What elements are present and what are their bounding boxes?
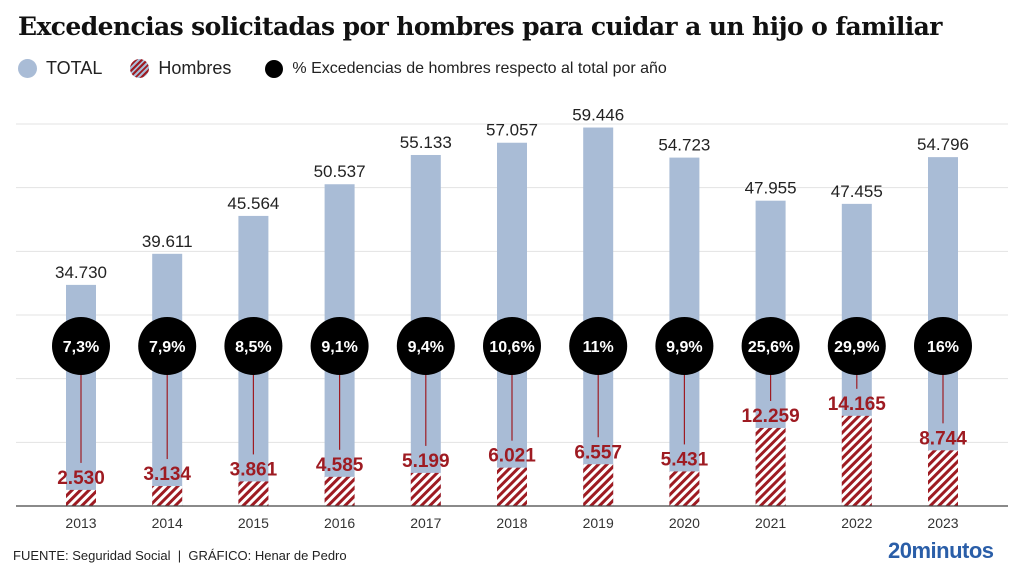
pct-label: 11%: [583, 339, 614, 356]
hombres-label: 2.530: [57, 468, 105, 489]
total-label: 59.446: [572, 106, 624, 125]
hombres-label: 12.259: [742, 406, 800, 427]
hombres-label: 3.861: [230, 459, 278, 480]
pct-label: 7,9%: [149, 339, 185, 356]
x-tick-label: 2021: [755, 515, 786, 531]
pct-label: 9,4%: [408, 339, 444, 356]
source: FUENTE: Seguridad Social: [13, 548, 171, 563]
credit: GRÁFICO: Henar de Pedro: [188, 548, 347, 563]
chart-title: Excedencias solicitadas por hombres para…: [18, 12, 942, 41]
x-tick-label: 2019: [583, 515, 614, 531]
footer: FUENTE: Seguridad Social | GRÁFICO: Hena…: [13, 548, 347, 563]
bar-hombres: [238, 481, 269, 506]
total-label: 50.537: [314, 162, 366, 181]
pct-circle: [224, 317, 283, 375]
pct-label: 9,9%: [666, 339, 702, 356]
total-label: 55.133: [400, 133, 452, 152]
x-tick-label: 2023: [927, 515, 958, 531]
hombres-label: 3.134: [143, 464, 191, 485]
total-label: 45.564: [227, 194, 279, 213]
hombres-label: 5.199: [402, 451, 450, 472]
pct-circle: [396, 317, 455, 375]
hombres-label: 6.021: [488, 446, 536, 467]
pct-label: 25,6%: [748, 339, 793, 356]
total-label: 47.455: [831, 182, 883, 201]
x-tick-label: 2013: [65, 515, 96, 531]
total-label: 54.796: [917, 135, 969, 154]
total-label: 39.611: [142, 232, 193, 251]
legend-item-total: TOTAL: [18, 58, 102, 79]
pct-circle: [655, 317, 714, 375]
x-tick-label: 2017: [410, 515, 441, 531]
pct-circle: [827, 317, 886, 375]
pct-label: 29,9%: [834, 339, 879, 356]
total-label: 57.057: [486, 121, 538, 140]
legend-item-pct: % Excedencias de hombres respecto al tot…: [265, 59, 667, 78]
pct-label: 9,1%: [321, 339, 357, 356]
hombres-label: 8.744: [919, 428, 967, 449]
total-label: 54.723: [658, 136, 710, 155]
hombres-label: 6.557: [574, 442, 622, 463]
hombres-label: 4.585: [316, 455, 364, 476]
x-tick-label: 2020: [669, 515, 700, 531]
bar-hombres: [841, 415, 872, 506]
pct-circle: [914, 317, 972, 375]
x-tick-label: 2022: [841, 515, 872, 531]
total-label: 34.730: [55, 263, 107, 282]
pct-circle: [569, 317, 628, 375]
legend-swatch-total: [18, 59, 37, 78]
bar-hombres: [152, 486, 183, 506]
legend-label-pct: % Excedencias de hombres respecto al tot…: [292, 59, 667, 77]
hombres-label: 14.165: [828, 394, 887, 415]
hombres-label: 5.431: [661, 449, 709, 470]
pct-label: 7,3%: [63, 339, 99, 356]
bar-hombres: [583, 464, 614, 506]
legend-swatch-pct: [265, 59, 284, 78]
legend: TOTAL Hombres % Excedencias de hombres r…: [18, 58, 695, 79]
total-label: 47.955: [745, 179, 797, 198]
legend-label-hombres: Hombres: [158, 58, 232, 78]
pct-label: 16%: [927, 339, 959, 356]
separator: |: [177, 548, 182, 563]
bar-hombres: [324, 476, 355, 506]
pct-circle: [741, 317, 800, 375]
bar-hombres: [66, 489, 96, 506]
bar-hombres: [669, 471, 700, 506]
pct-circle: [52, 317, 110, 375]
pct-circle: [483, 317, 541, 375]
pct-circle: [310, 317, 369, 375]
pct-circle: [138, 317, 197, 375]
x-tick-label: 2016: [324, 515, 355, 531]
legend-item-hombres: Hombres: [130, 58, 231, 79]
x-tick-label: 2014: [152, 515, 183, 531]
bar-hombres: [497, 467, 527, 506]
bar-total: [583, 127, 614, 506]
x-tick-label: 2015: [238, 515, 269, 531]
logo-20minutos: 20minutos: [888, 538, 994, 563]
x-tick-label: 2018: [496, 515, 527, 531]
pct-label: 10,6%: [489, 339, 534, 356]
legend-label-total: TOTAL: [46, 58, 103, 78]
bar-hombres: [410, 472, 441, 506]
legend-swatch-hombres: [130, 59, 150, 78]
bar-hombres: [928, 450, 958, 506]
pct-label: 8,5%: [235, 339, 271, 356]
bar-hombres: [755, 427, 786, 506]
